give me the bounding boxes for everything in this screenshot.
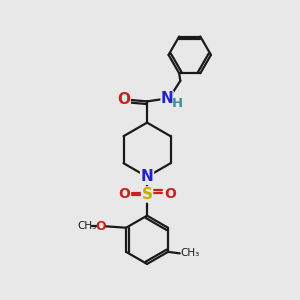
Text: N: N — [141, 169, 153, 184]
Text: N: N — [161, 91, 173, 106]
Text: CH₃: CH₃ — [78, 221, 97, 231]
Text: O: O — [96, 220, 106, 233]
Text: H: H — [172, 97, 183, 110]
Text: O: O — [118, 92, 130, 107]
Text: O: O — [164, 187, 176, 201]
Text: CH₃: CH₃ — [180, 248, 200, 258]
Text: S: S — [142, 187, 153, 202]
Text: O: O — [118, 187, 130, 201]
